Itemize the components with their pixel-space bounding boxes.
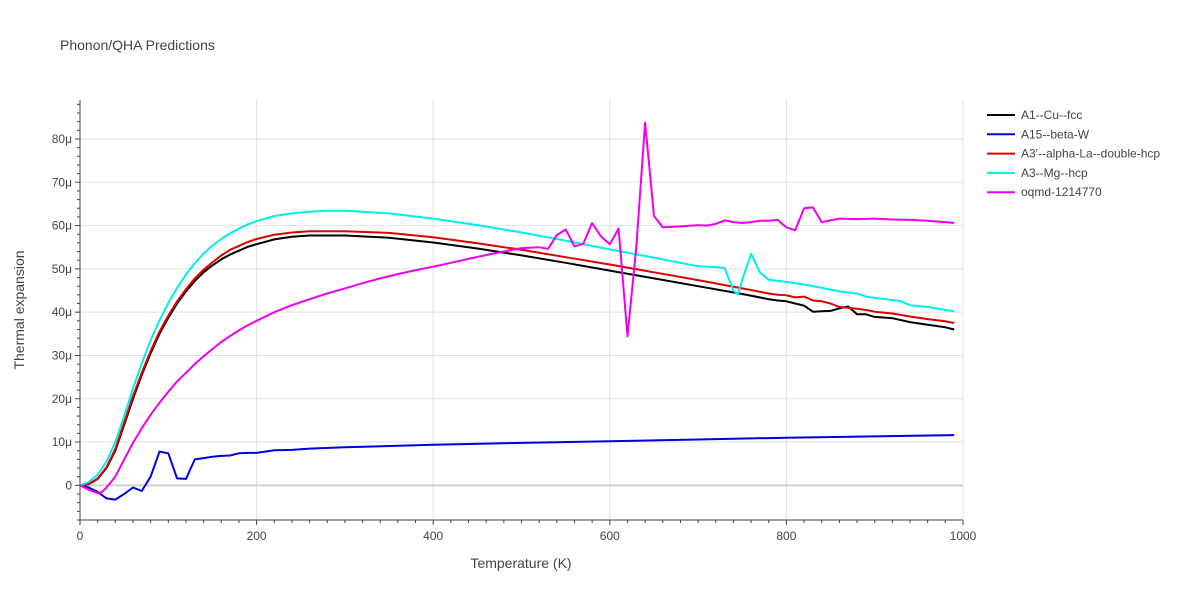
series-line-1: [80, 234, 955, 487]
x-tick-label: 0: [77, 529, 84, 543]
series-line-3: [80, 230, 955, 487]
series-line-4: [80, 209, 955, 487]
series-line-5: [80, 121, 955, 495]
x-tick-label: 800: [776, 529, 796, 543]
y-tick-label: 70μ: [52, 175, 72, 189]
x-tick-label: 400: [423, 529, 443, 543]
chart-title: Phonon/QHA Predictions: [60, 37, 215, 53]
x-tick-label: 1000: [950, 529, 977, 543]
series-line-2: [80, 434, 955, 501]
legend-label: A3'--alpha-La--double-hcp: [1021, 147, 1160, 161]
y-tick-label: 0: [65, 478, 72, 492]
axes: 0 200 400 600 800 1000 0 10μ 20μ 30μ 40μ 50μ 60μ 70μ 8…: [52, 100, 977, 543]
series-lines: [80, 121, 955, 501]
x-tick-label: 200: [247, 529, 267, 543]
x-tick-label: 600: [600, 529, 620, 543]
y-tick-label: 10μ: [52, 435, 72, 449]
legend: A1--Cu--fcc A15--beta-W A3'--alpha-La--dou…: [987, 108, 1160, 199]
y-tick-label: 30μ: [52, 348, 72, 362]
y-axis-title: Thermal expansion: [11, 250, 27, 369]
y-tick-label: 80μ: [52, 132, 72, 146]
legend-label: A15--beta-W: [1021, 127, 1090, 141]
y-tick-label: 20μ: [52, 392, 72, 406]
x-axis-title: Temperature (K): [470, 555, 571, 571]
y-tick-label: 50μ: [52, 262, 72, 276]
legend-label: A1--Cu--fcc: [1021, 108, 1082, 122]
y-tick-label: 60μ: [52, 219, 72, 233]
legend-label: oqmd-1214770: [1021, 185, 1102, 199]
legend-label: A3--Mg--hcp: [1021, 166, 1088, 180]
y-tick-label: 40μ: [52, 305, 72, 319]
